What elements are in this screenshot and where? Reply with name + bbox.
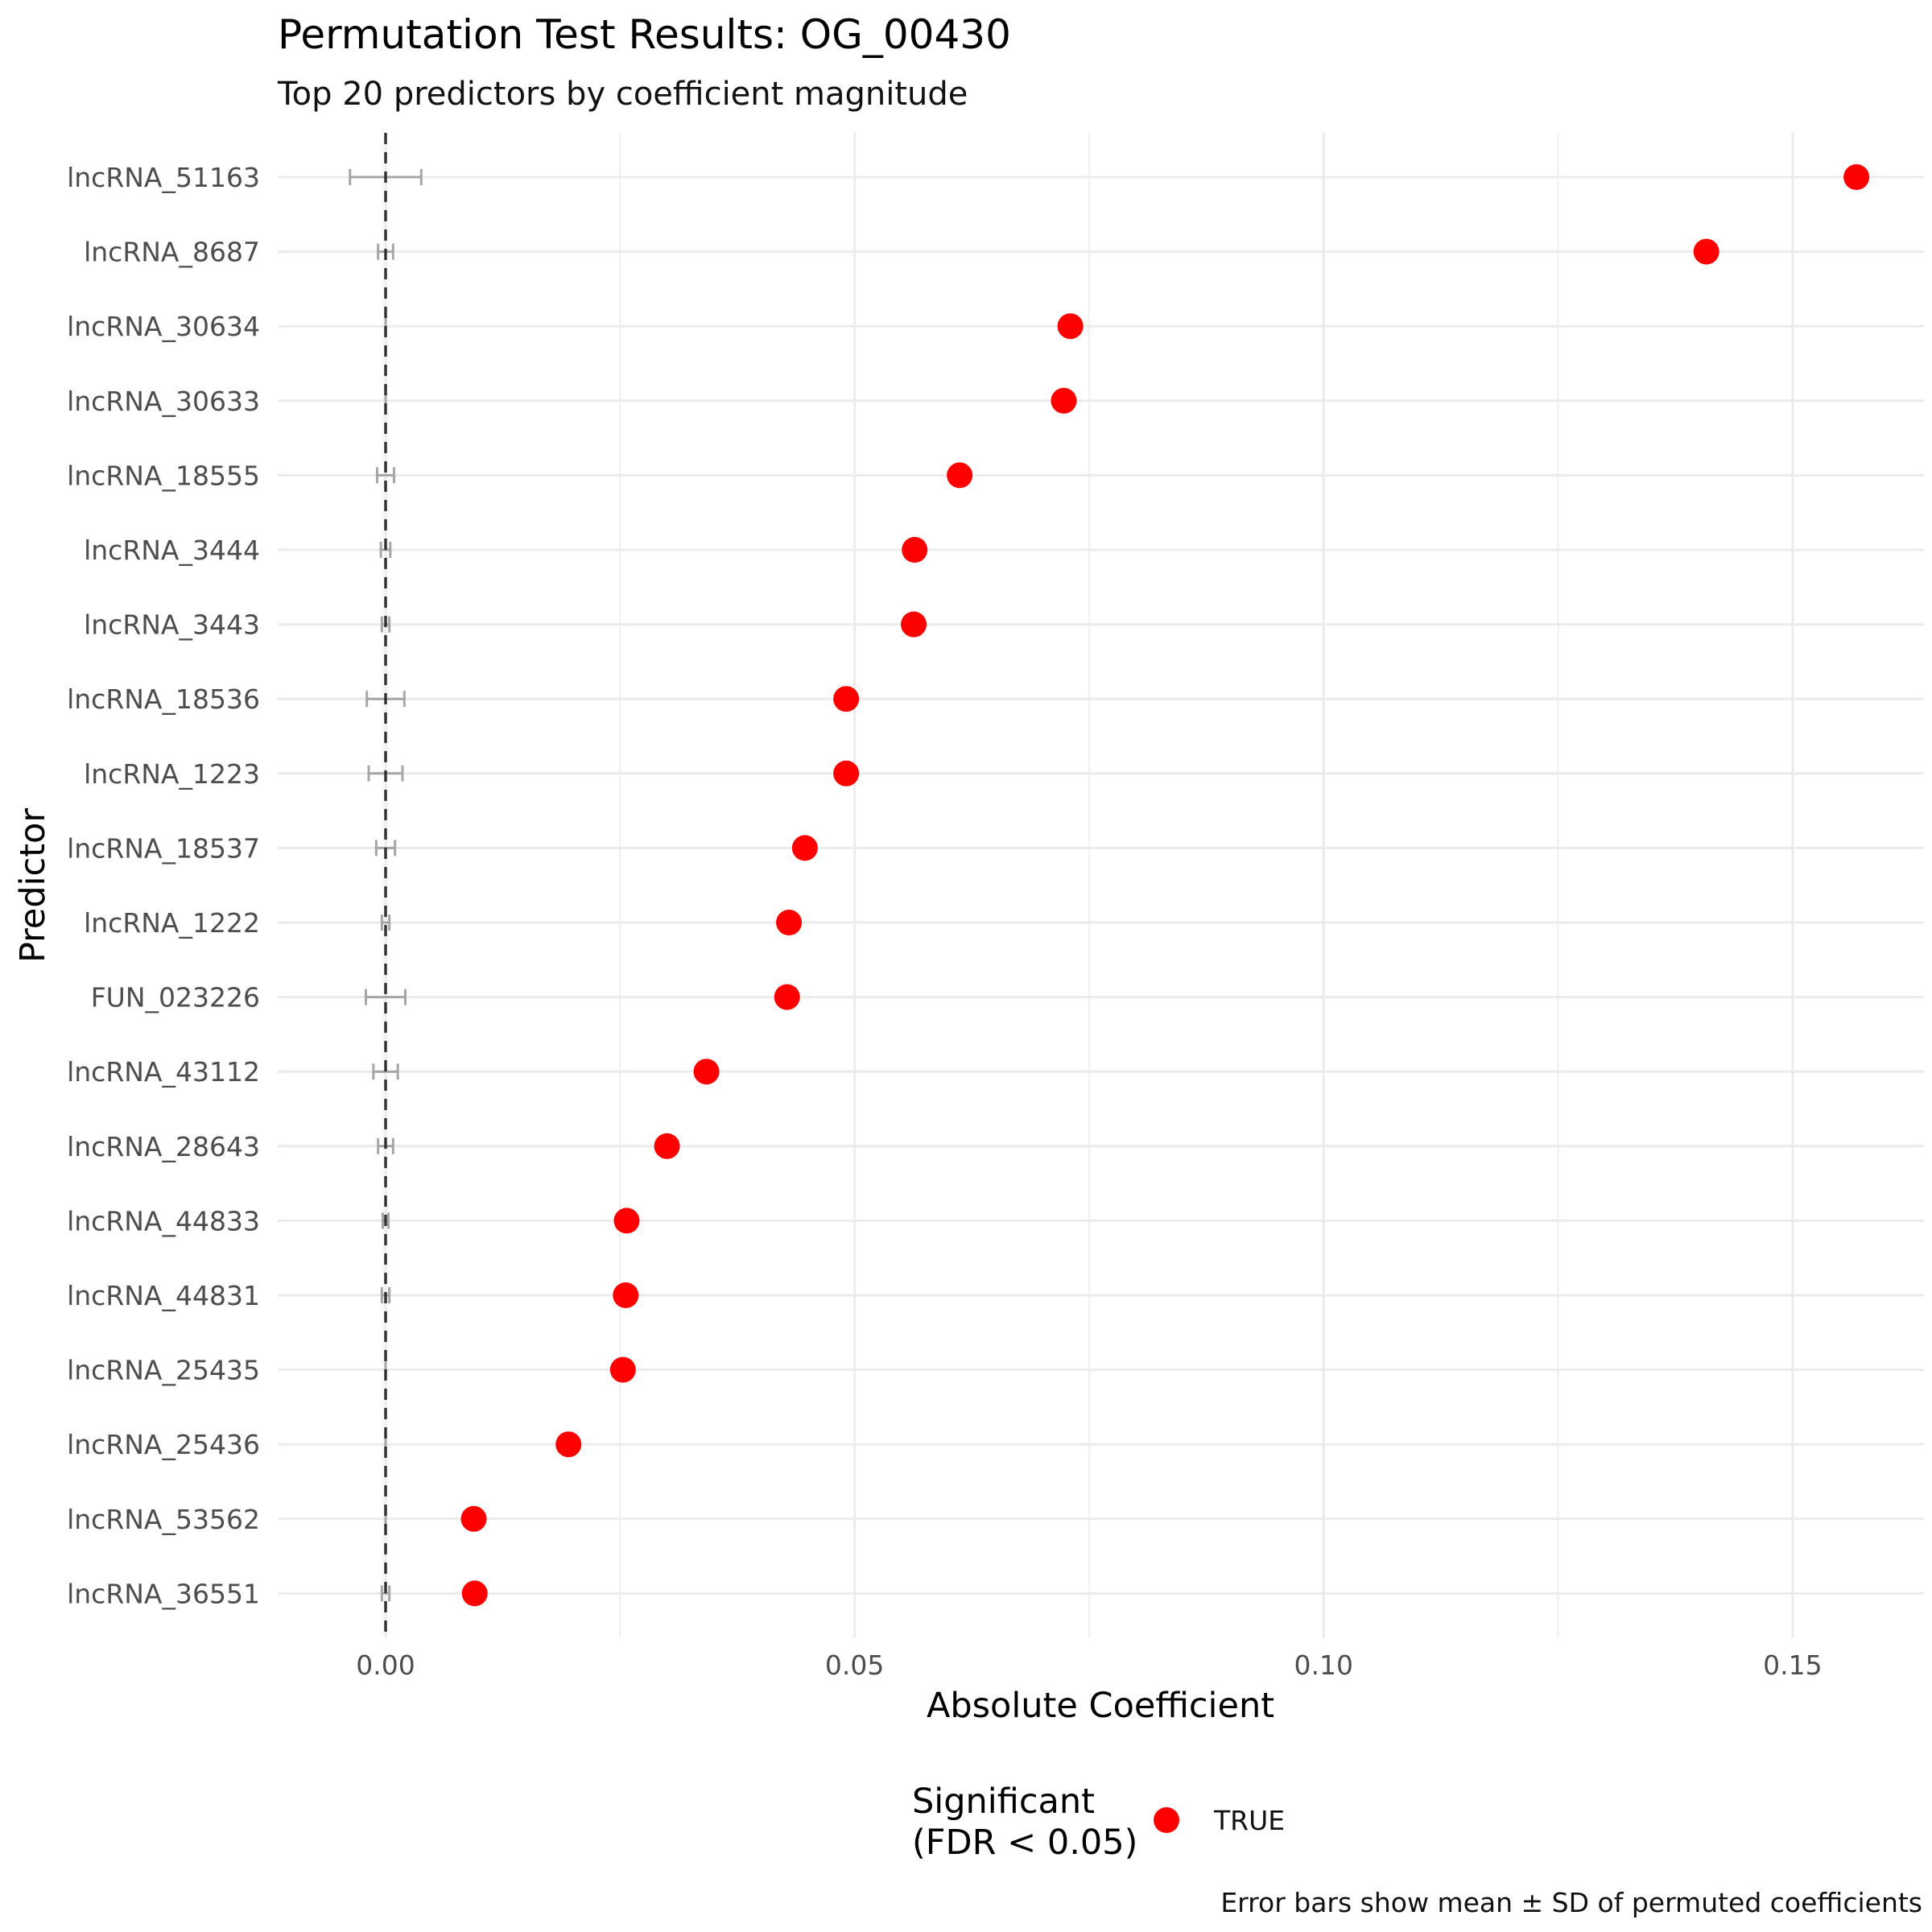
- y-tick-label: lncRNA_18555: [67, 460, 260, 491]
- data-point: [833, 686, 860, 712]
- data-point: [460, 1505, 487, 1532]
- y-tick-label: lncRNA_18536: [67, 683, 260, 715]
- x-axis-title: Absolute Coefficient: [927, 1686, 1274, 1726]
- data-points: [460, 164, 1870, 1607]
- legend-label: TRUE: [1213, 1805, 1285, 1836]
- data-point: [654, 1133, 680, 1159]
- error-bar: [372, 1063, 399, 1080]
- y-tick-label: lncRNA_1222: [84, 907, 260, 939]
- error-bar: [380, 914, 391, 931]
- y-tick-label: lncRNA_44833: [67, 1205, 260, 1236]
- data-point: [1843, 164, 1870, 190]
- y-axis-tick-labels: lncRNA_51163 lncRNA_8687 lncRNA_30634 lncRN…: [67, 162, 260, 1609]
- data-point: [555, 1431, 582, 1458]
- chart-caption: Error bars show mean ± SD of permuted co…: [1220, 1887, 1922, 1918]
- x-tick-label: 0.10: [1294, 1649, 1353, 1681]
- data-point: [693, 1059, 720, 1085]
- data-point: [947, 462, 973, 489]
- data-point: [791, 835, 818, 861]
- y-tick-label: lncRNA_51163: [67, 162, 260, 193]
- x-tick-label: 0.05: [825, 1649, 884, 1681]
- data-point: [461, 1580, 488, 1607]
- grid-lines: [278, 133, 1924, 1638]
- data-point: [774, 984, 800, 1010]
- y-tick-label: lncRNA_30633: [67, 386, 260, 417]
- data-point: [901, 611, 927, 638]
- legend: Significant (FDR < 0.05) TRUE: [912, 1781, 1285, 1863]
- data-point: [902, 537, 928, 563]
- y-tick-label: lncRNA_28643: [67, 1131, 260, 1162]
- legend-title-line-2: (FDR < 0.05): [912, 1823, 1137, 1863]
- data-point: [833, 760, 860, 786]
- y-tick-label: lncRNA_3443: [84, 609, 260, 641]
- y-tick-label: lncRNA_43112: [67, 1056, 260, 1088]
- legend-title-line-1: Significant: [912, 1781, 1095, 1822]
- data-point: [613, 1282, 639, 1308]
- y-tick-label: lncRNA_18537: [67, 832, 260, 864]
- legend-key-dot: [1154, 1807, 1179, 1833]
- chart-subtitle: Top 20 predictors by coefficient magnitu…: [277, 76, 968, 113]
- x-axis-tick-labels: 0.00 0.05 0.10 0.15: [356, 1649, 1822, 1681]
- chart-title: Permutation Test Results: OG_00430: [278, 11, 1011, 58]
- data-point: [1693, 238, 1719, 265]
- error-bar: [380, 1585, 391, 1602]
- y-tick-label: lncRNA_44831: [67, 1280, 260, 1311]
- y-tick-label: lncRNA_25435: [67, 1355, 260, 1386]
- data-point: [609, 1356, 636, 1383]
- data-point: [613, 1208, 640, 1234]
- y-tick-label: lncRNA_8687: [84, 237, 260, 268]
- y-tick-label: lncRNA_25436: [67, 1429, 260, 1460]
- error-bar: [365, 989, 407, 1005]
- y-tick-label: FUN_023226: [91, 982, 260, 1013]
- y-tick-label: lncRNA_53562: [67, 1504, 260, 1535]
- data-point: [776, 910, 803, 935]
- x-tick-label: 0.15: [1763, 1649, 1822, 1681]
- data-point: [1051, 387, 1077, 414]
- y-tick-label: lncRNA_1223: [84, 758, 260, 790]
- y-tick-label: lncRNA_36551: [67, 1578, 260, 1609]
- y-tick-label: lncRNA_30634: [67, 311, 260, 342]
- x-tick-label: 0.00: [356, 1649, 415, 1681]
- error-bar: [376, 467, 395, 484]
- data-point: [1057, 313, 1084, 340]
- y-axis-title: Predictor: [13, 808, 53, 963]
- y-tick-label: lncRNA_3444: [84, 535, 260, 566]
